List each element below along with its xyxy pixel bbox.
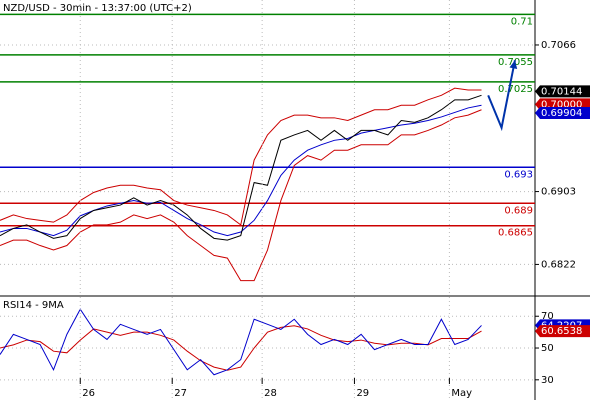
level-label: 0.71 bbox=[511, 16, 533, 27]
pane-title: RSI14 - 9MA bbox=[3, 300, 64, 311]
x-tick-label: 29 bbox=[356, 388, 369, 399]
level-label: 0.7025 bbox=[498, 84, 533, 95]
x-tick-label: May bbox=[451, 388, 472, 399]
level-label: 0.6865 bbox=[498, 228, 533, 239]
price-marker bbox=[535, 325, 590, 338]
x-tick-label: 28 bbox=[264, 388, 277, 399]
price-marker bbox=[535, 85, 590, 98]
y-tick-label: 0.6822 bbox=[541, 259, 576, 270]
level-label: 0.689 bbox=[504, 205, 533, 216]
forecast-arrowhead bbox=[509, 60, 518, 69]
forecast-line bbox=[487, 60, 516, 132]
pane-title: NZD/USD - 30min - 13:37:00 (UTC+2) bbox=[3, 3, 192, 14]
level-label: 0.693 bbox=[504, 169, 533, 180]
price-marker-label: 0.69904 bbox=[541, 108, 582, 119]
price-marker-label: 60.6538 bbox=[541, 326, 582, 337]
y-tick-label: 50 bbox=[541, 343, 554, 354]
series-line bbox=[0, 325, 482, 371]
x-tick-label: 27 bbox=[174, 388, 187, 399]
x-tick-label: 26 bbox=[82, 388, 95, 399]
y-tick-label: 0.7066 bbox=[541, 40, 576, 51]
series-line bbox=[0, 104, 482, 237]
series-line bbox=[0, 94, 482, 241]
y-tick-label: 70 bbox=[541, 311, 554, 322]
price-marker-label: 0.70144 bbox=[541, 86, 582, 97]
price-marker bbox=[535, 106, 590, 119]
price-marker-label: 0.70000 bbox=[541, 99, 582, 110]
y-tick-label: 30 bbox=[541, 375, 554, 386]
y-tick-label: 0.6903 bbox=[541, 187, 576, 198]
